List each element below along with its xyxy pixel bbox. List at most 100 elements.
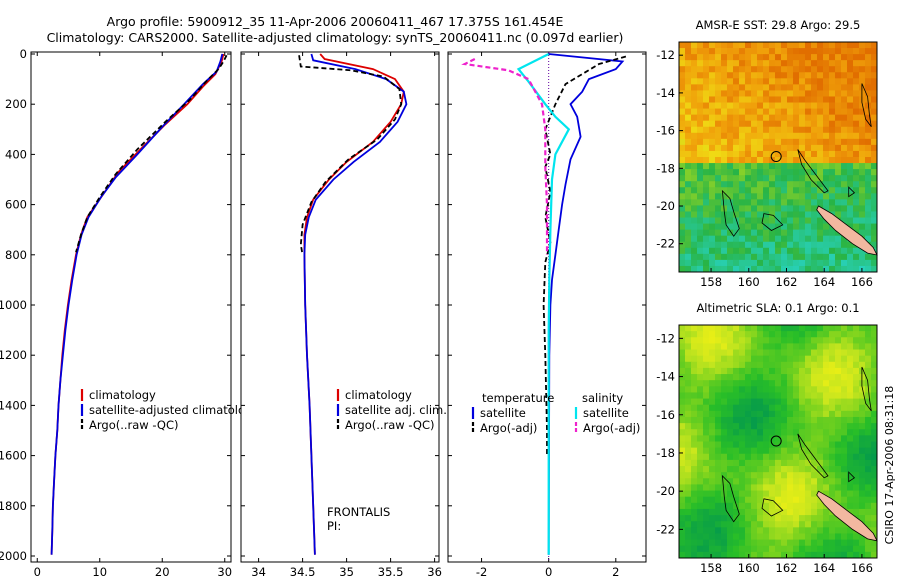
sla-heatmap-cell [733,447,740,455]
sst-heatmap-cell [799,235,806,243]
sst-heatmap-cell [829,126,836,134]
sla-heatmap-cell [817,472,824,479]
sst-heatmap-cell [697,126,704,134]
sst-heatmap-cell [811,114,818,122]
sst-heatmap-cell [685,48,692,55]
sla-heatmap-cell [679,355,686,363]
sst-heatmap-cell [817,132,824,140]
sst-heatmap-cell [679,144,686,152]
sst-heatmap-cell [775,247,782,255]
sst-heatmap-cell [733,253,740,261]
sla-heatmap-cell [679,410,686,418]
sst-heatmap-cell [739,253,746,261]
sla-heatmap-cell [685,466,692,473]
sst-heatmap-cell [679,108,686,116]
sla-heatmap-cell [763,472,770,479]
sst-heatmap-cell [745,96,752,103]
sst-heatmap-cell [865,157,872,164]
sst-heatmap-cell [679,72,686,79]
sla-heatmap-cell [799,416,806,424]
sst-heatmap-cell [829,96,836,103]
sla-heatmap-cell [769,453,776,461]
sla-heatmap-cell [817,441,824,449]
sst-heatmap-cell [859,187,866,194]
sla-heatmap-cell [703,410,710,418]
sla-heatmap-cell [679,508,686,516]
sst-heatmap-cell [709,60,716,67]
sla-heatmap-cell [757,478,764,485]
sla-heatmap-cell [841,331,848,338]
sla-heatmap-cell [829,490,836,498]
sst-heatmap-cell [835,120,842,128]
sst-heatmap-cell [811,199,818,206]
sla-heatmap-cell [793,551,800,559]
sst-heatmap-cell [691,163,698,170]
sla-heatmap-cell [871,343,878,350]
sla-heatmap-cell [799,539,806,547]
sla-heatmap-cell [859,386,866,393]
sla-heatmap-cell [805,508,812,516]
sla-heatmap-cell [859,355,866,363]
sla-heatmap-cell [829,349,836,357]
sla-heatmap-cell [829,380,836,387]
sla-heatmap-cell [733,508,740,516]
sst-heatmap-cell [871,150,878,158]
sst-heatmap-cell [763,84,770,91]
sst-heatmap-cell [709,102,716,109]
sla-heatmap-cell [847,459,854,467]
sst-heatmap-cell [823,72,830,79]
sst-heatmap-cell [811,138,818,146]
sst-heatmap-cell [847,223,854,231]
sla-heatmap-cell [829,478,836,485]
sla-heatmap-cell [841,380,848,387]
sst-heatmap-cell [751,193,758,200]
sst-heatmap-cell [829,108,836,116]
sla-heatmap-cell [685,392,692,399]
sst-heatmap-cell [817,126,824,134]
sla-heatmap-cell [721,453,728,461]
sla-heatmap-cell [841,484,848,491]
sla-heatmap-cell [787,441,794,449]
sla-heatmap-cell [703,472,710,479]
sst-heatmap-cell [733,211,740,218]
sst-heatmap-cell [757,223,764,231]
sla-heatmap-cell [733,331,740,338]
sla-heatmap-cell [769,416,776,424]
sst-heatmap-cell [751,169,758,176]
sla-heatmap-cell [769,521,776,528]
sla-heatmap-cell [865,355,872,363]
sla-heatmap-cell [721,441,728,449]
sst-heatmap-cell [763,60,770,67]
sst-heatmap-cell [721,253,728,261]
sst-heatmap-cell [859,48,866,55]
sla-heatmap-cell [799,533,806,540]
sst-heatmap-cell [709,48,716,55]
sst-ytick-label: -20 [656,199,675,213]
sla-heatmap-cell [751,466,758,473]
sst-heatmap-cell [721,78,728,85]
sla-heatmap-cell [811,367,818,375]
sla-heatmap-cell [847,429,854,436]
sst-heatmap-cell [733,132,740,140]
sla-heatmap-cell [835,521,842,528]
sst-heatmap-cell [781,211,788,218]
sla-heatmap-cell [697,337,704,344]
sst-heatmap-cell [871,72,878,79]
sla-heatmap-cell [721,459,728,467]
sst-heatmap-cell [751,175,758,182]
sst-heatmap-cell [835,126,842,134]
sst-heatmap-cell [799,205,806,212]
sst-heatmap-cell [775,169,782,176]
sst-heatmap-cell [775,259,782,267]
sla-heatmap-cell [865,453,872,461]
sst-heatmap-cell [679,114,686,122]
sst-heatmap-cell [799,72,806,79]
sst-heatmap-cell [805,54,812,61]
sla-heatmap-cell [751,423,758,430]
sla-heatmap-cell [697,545,704,553]
sla-heatmap-cell [709,533,716,540]
sla-heatmap-cell [853,331,860,338]
sla-heatmap-cell [679,441,686,449]
sla-heatmap-cell [805,496,812,504]
sla-heatmap-cell [733,539,740,547]
